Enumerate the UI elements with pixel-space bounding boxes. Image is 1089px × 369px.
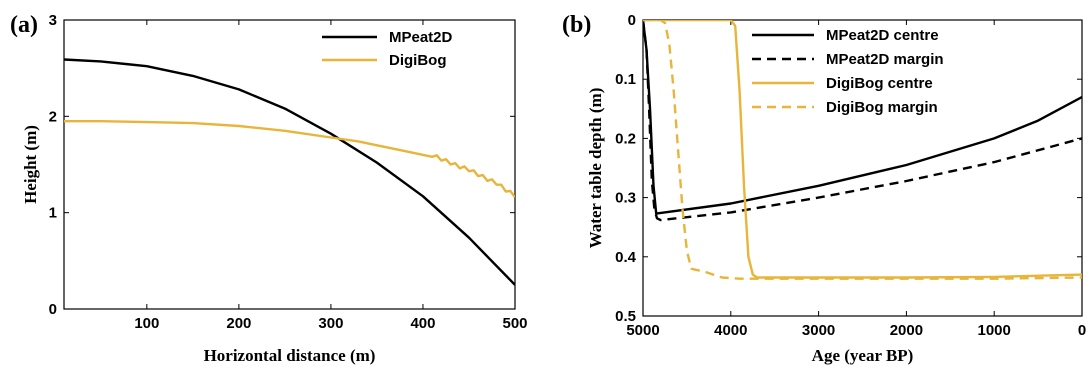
y-tick-label: 2 (49, 108, 57, 125)
legend-label: DigiBog margin (826, 99, 938, 116)
panel-a-series (64, 58, 515, 286)
legend-label: MPeat2D margin (826, 51, 944, 68)
panel-b-axes-box (642, 19, 1083, 317)
panel-a-legend: MPeat2D DigiBog (322, 29, 453, 69)
series-line-mpeat2d-centre (643, 20, 1082, 215)
y-tick-label: 1 (49, 205, 57, 222)
panel-b-xlabel: Age (year BP) (812, 346, 914, 365)
x-tick-label: 0 (1078, 322, 1086, 339)
x-tick-label: 5000 (626, 322, 659, 339)
panel-b: (b) 5000 4000 3000 2000 1000 0 0 0.1 0.2 0.3 0.4 0.… (562, 12, 1086, 365)
panel-b-label: (b) (562, 12, 591, 38)
y-tick-label: 0.5 (615, 308, 636, 325)
series-line-digibog (64, 120, 515, 199)
series-line-digibog-margin (643, 20, 1082, 280)
x-tick-label: 3000 (802, 322, 835, 339)
y-tick-label: 0.2 (615, 130, 636, 147)
series-line-mpeat2d-margin (643, 20, 1082, 222)
x-tick-label: 100 (134, 315, 159, 332)
panel-a-xlabel: Horizontal distance (m) (204, 346, 376, 365)
x-tick-label: 200 (226, 315, 251, 332)
x-tick-label: 2000 (890, 322, 923, 339)
panel-a-ylabel: Height (m) (21, 125, 40, 204)
legend-label: MPeat2D (389, 29, 453, 46)
y-tick-label: 0.4 (615, 249, 637, 266)
panel-a: (a) 100 200 300 400 500 0 1 2 3 Horizontal dista… (10, 12, 528, 365)
x-tick-label: 300 (318, 315, 343, 332)
panel-b-legend: MPeat2D centre MPeat2D margin DigiBog cent… (752, 27, 944, 116)
legend-label: DigiBog centre (826, 75, 933, 92)
panel-a-ticks: 100 200 300 400 500 0 1 2 3 (49, 12, 528, 332)
y-tick-label: 0 (49, 301, 57, 318)
x-tick-label: 1000 (978, 322, 1011, 339)
x-tick-label: 400 (410, 315, 435, 332)
x-tick-label: 4000 (714, 322, 747, 339)
panel-a-label: (a) (10, 12, 38, 38)
panel-b-series (643, 20, 1082, 280)
panel-a-axes-box (63, 19, 516, 310)
x-tick-label: 500 (502, 315, 527, 332)
series-line-mpeat2d (64, 58, 515, 286)
y-tick-label: 0.3 (615, 190, 636, 207)
legend-label: MPeat2D centre (826, 27, 939, 44)
panel-b-ylabel: Water table depth (m) (586, 88, 605, 249)
y-tick-label: 0 (628, 12, 636, 29)
y-tick-label: 3 (49, 12, 57, 29)
legend-label: DigiBog (389, 52, 447, 69)
series-line-digibog-centre (643, 20, 1082, 279)
y-tick-label: 0.1 (615, 71, 636, 88)
